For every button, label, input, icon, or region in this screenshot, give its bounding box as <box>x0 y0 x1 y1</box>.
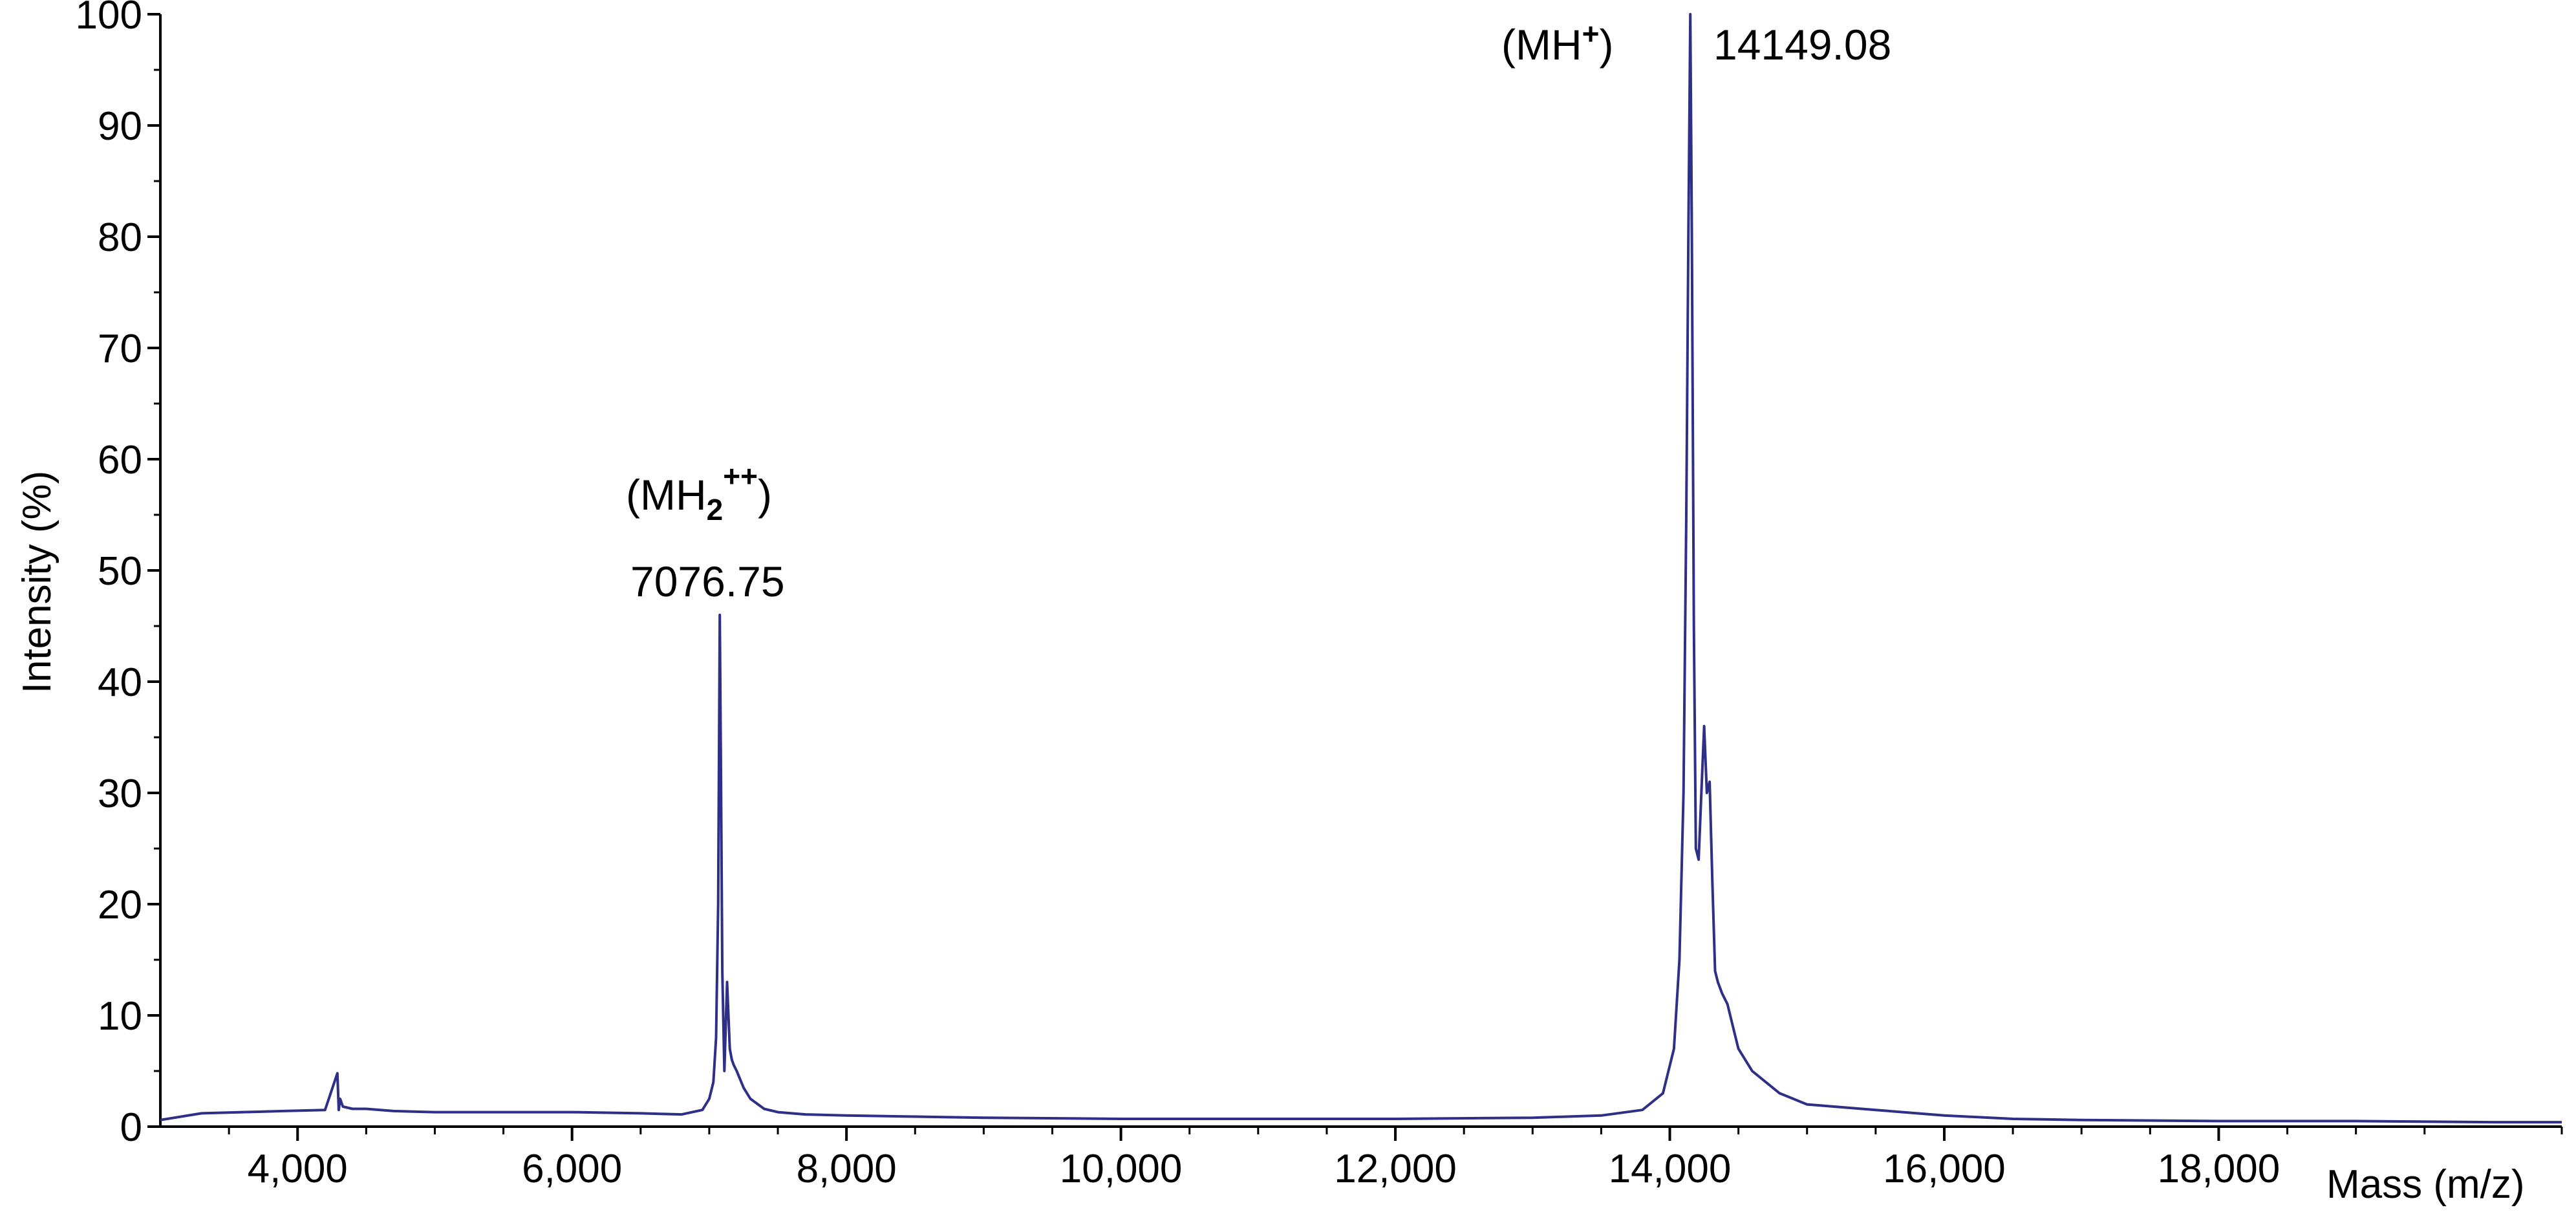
y-tick-label: 60 <box>98 438 142 482</box>
spectrum-line <box>160 13 2562 1124</box>
x-tick-label: 16,000 <box>1883 1147 2006 1191</box>
axes <box>159 14 2562 1128</box>
x-tick-label: 8,000 <box>797 1147 897 1191</box>
y-tick-label: 90 <box>98 104 142 149</box>
y-tick-label: 40 <box>98 660 142 705</box>
mh-plus-label-end: ) <box>1600 21 1614 69</box>
mh2-value: 7076.75 <box>630 557 785 605</box>
y-tick-label: 50 <box>98 549 142 594</box>
y-axis-title: Intensity (%) <box>15 471 59 694</box>
y-tick-label: 70 <box>98 327 142 371</box>
y-tick-label: 80 <box>98 215 142 260</box>
mh2-label-end: ) <box>758 471 772 519</box>
mh-plus-value: 14149.08 <box>1713 21 1891 69</box>
series-group <box>160 13 2562 1124</box>
x-tick-label: 14,000 <box>1609 1147 1732 1191</box>
y-tick-label: 10 <box>98 994 142 1039</box>
mh2-subscript: 2 <box>707 493 724 526</box>
y-tick-label: 20 <box>98 883 142 927</box>
x-tick-label: 12,000 <box>1334 1147 1457 1191</box>
peak-annotations: (MH+) 14149.08 (MH2++) 7076.75 <box>626 17 1891 605</box>
y-tick-label: 0 <box>120 1105 142 1150</box>
x-tick-label: 18,000 <box>2158 1147 2281 1191</box>
y-tick-label: 100 <box>76 0 142 38</box>
mh-plus-annotation: (MH+) <box>1501 17 1613 69</box>
y-tick-label: 30 <box>98 772 142 816</box>
mh2-label: (MH <box>626 471 707 519</box>
mh2-superscript: ++ <box>723 459 758 493</box>
x-tick-label: 4,000 <box>248 1147 348 1191</box>
ticks: 0 10 20 30 40 50 60 70 80 90 100 4,000 6,000 8,000 10,… <box>76 0 2563 1191</box>
x-tick-label: 6,000 <box>522 1147 622 1191</box>
mh-plus-label: (MH <box>1501 21 1582 69</box>
x-axis-title: Mass (m/z) <box>2326 1162 2525 1207</box>
x-tick-label: 10,000 <box>1060 1147 1183 1191</box>
mh-plus-superscript: + <box>1582 17 1600 50</box>
mh2-annotation: (MH2++) <box>626 459 772 526</box>
